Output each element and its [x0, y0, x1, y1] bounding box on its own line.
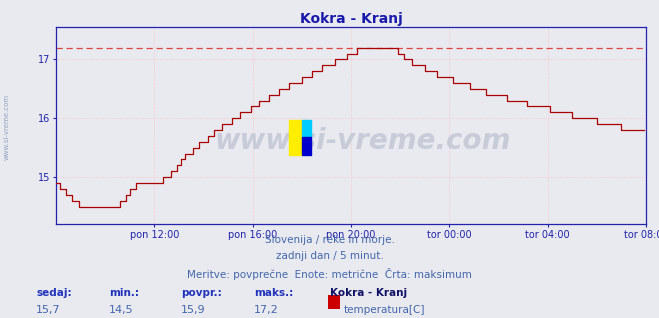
Title: Kokra - Kranj: Kokra - Kranj: [300, 12, 402, 26]
Text: 17,2: 17,2: [254, 305, 279, 315]
Text: zadnji dan / 5 minut.: zadnji dan / 5 minut.: [275, 251, 384, 261]
FancyBboxPatch shape: [302, 120, 311, 137]
Text: www.si-vreme.com: www.si-vreme.com: [3, 94, 10, 160]
Text: 15,7: 15,7: [36, 305, 61, 315]
Text: temperatura[C]: temperatura[C]: [344, 305, 426, 315]
Text: 14,5: 14,5: [109, 305, 133, 315]
FancyBboxPatch shape: [302, 137, 311, 155]
Text: sedaj:: sedaj:: [36, 288, 72, 298]
Text: Meritve: povprečne  Enote: metrične  Črta: maksimum: Meritve: povprečne Enote: metrične Črta:…: [187, 268, 472, 280]
Text: povpr.:: povpr.:: [181, 288, 222, 298]
Text: Kokra - Kranj: Kokra - Kranj: [330, 288, 407, 298]
FancyBboxPatch shape: [289, 120, 302, 155]
Text: Slovenija / reke in morje.: Slovenija / reke in morje.: [264, 235, 395, 245]
Text: 15,9: 15,9: [181, 305, 206, 315]
Text: min.:: min.:: [109, 288, 139, 298]
Text: maks.:: maks.:: [254, 288, 293, 298]
Text: www.si-vreme.com: www.si-vreme.com: [214, 128, 511, 156]
